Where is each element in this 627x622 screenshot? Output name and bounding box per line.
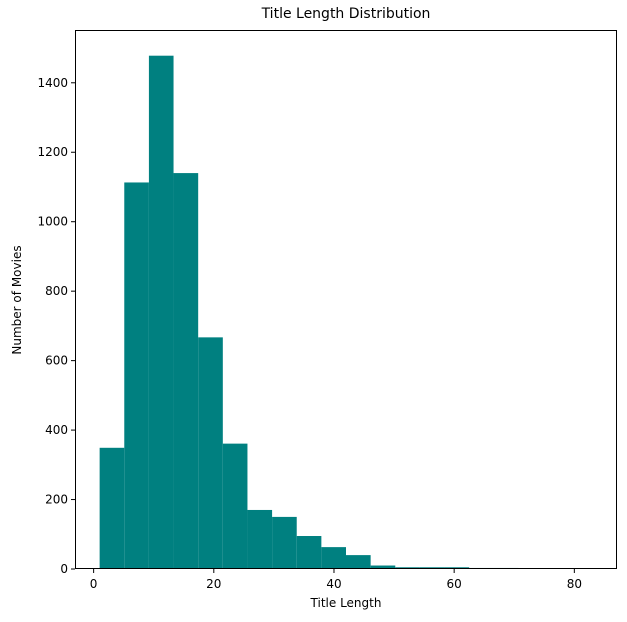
chart-title: Title Length Distribution: [261, 6, 431, 22]
y-tick-label: 1200: [37, 145, 68, 159]
y-tick-label: 1000: [37, 215, 68, 229]
histogram-bar: [148, 55, 174, 569]
histogram-plot: [75, 30, 617, 570]
histogram-bar: [173, 173, 199, 569]
y-axis-label: Number of Movies: [10, 245, 24, 355]
histogram-bar: [346, 555, 371, 569]
x-tick-label: 0: [90, 577, 98, 591]
x-tick-label: 40: [326, 577, 341, 591]
x-axis-label: Title Length: [310, 596, 382, 610]
histogram-bar: [370, 565, 396, 569]
y-tick-label: 800: [45, 284, 68, 298]
x-axis: 0 20 40 60 80: [90, 569, 582, 591]
x-tick-label: 80: [567, 577, 582, 591]
histogram-bar: [99, 447, 125, 569]
y-tick-label: 0: [60, 562, 68, 576]
histogram-bar: [124, 182, 149, 570]
histogram-bar: [247, 509, 273, 569]
x-tick-label: 60: [447, 577, 462, 591]
x-tick-label: 20: [206, 577, 221, 591]
plot-area: [75, 30, 617, 570]
y-tick-label: 400: [45, 423, 68, 437]
histogram-bar: [296, 536, 322, 569]
y-tick-label: 600: [45, 354, 68, 368]
y-tick-label: 200: [45, 493, 68, 507]
histogram-bar: [272, 516, 297, 569]
histogram-bar: [198, 337, 223, 569]
histogram-bar: [222, 443, 248, 569]
y-tick-label: 1400: [37, 76, 68, 90]
y-axis: 0 200 400 600 800 1000 1200 1400: [37, 76, 75, 576]
histogram-bar: [321, 547, 346, 569]
